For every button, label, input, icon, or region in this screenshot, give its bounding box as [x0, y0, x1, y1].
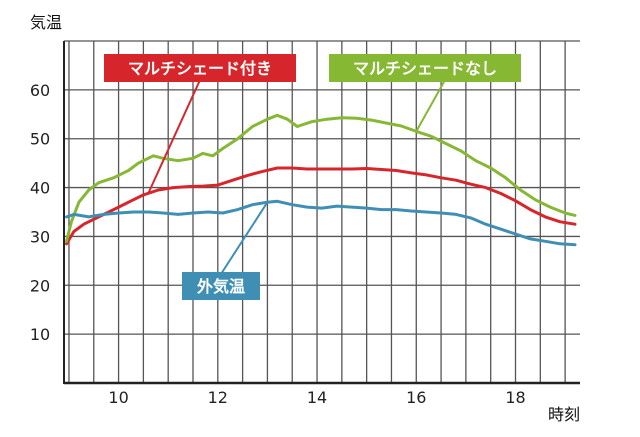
callout-box — [104, 54, 296, 82]
legend-label: マルチシェードなし — [353, 59, 497, 78]
series-line-1 — [65, 113, 577, 243]
x-tick-label: 18 — [505, 388, 525, 407]
series-line-0 — [65, 166, 577, 246]
y-axis-label: 気温 — [30, 13, 62, 32]
callout-leader — [220, 201, 269, 275]
y-tick-label: 40 — [30, 179, 50, 198]
axes — [63, 41, 580, 385]
series-line-2 — [65, 199, 577, 247]
grid — [64, 40, 580, 383]
y-tick-label: 30 — [30, 227, 50, 246]
callout-box — [182, 272, 260, 300]
y-tick-label: 20 — [30, 276, 50, 295]
y-tick-label: 60 — [30, 81, 50, 100]
callout-box — [329, 54, 521, 82]
x-tick-label: 14 — [307, 388, 327, 407]
callout-leader — [415, 79, 446, 132]
x-tick-label: 12 — [208, 388, 228, 407]
x-tick-label: 10 — [108, 388, 128, 407]
y-tick-label: 10 — [30, 325, 50, 344]
y-tick-label: 50 — [30, 130, 50, 149]
x-tick-label: 16 — [406, 388, 426, 407]
tick-labels: 10 20 30 40 50 60 10 12 14 16 18 — [30, 81, 526, 407]
series-layer — [65, 113, 577, 247]
legend-label: マルチシェード付き — [128, 59, 272, 78]
x-axis-label: 時刻 — [548, 405, 580, 424]
legend-label: 外気温 — [196, 277, 245, 296]
callout-leader — [147, 79, 201, 194]
